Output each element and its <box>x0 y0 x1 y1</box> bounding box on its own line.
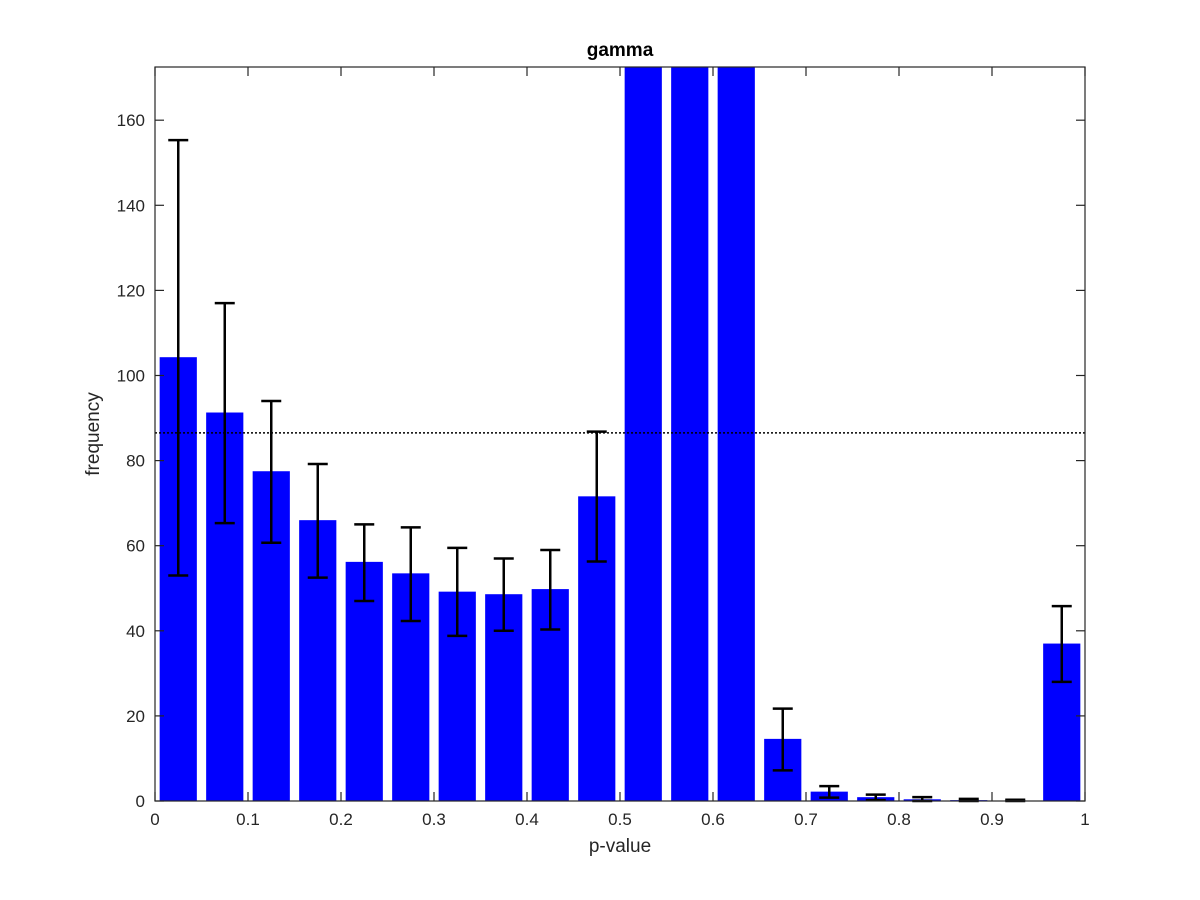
error-bar-5 <box>354 523 375 603</box>
error-bar-8 <box>493 557 514 633</box>
chart-title: gamma <box>587 40 654 61</box>
x-tick-label: 0.6 <box>701 810 725 829</box>
x-tick-label: 0.7 <box>794 810 818 829</box>
error-bar-6 <box>400 526 421 623</box>
y-tick-label: 80 <box>126 452 145 471</box>
y-tick-label: 0 <box>136 792 145 811</box>
y-tick-label: 160 <box>117 111 145 130</box>
y-tick-label: 20 <box>126 707 145 726</box>
x-tick-label: 0.9 <box>980 810 1004 829</box>
error-bar-20 <box>1051 604 1072 684</box>
y-tick-label: 120 <box>117 281 145 300</box>
error-bar-3 <box>261 399 282 544</box>
error-bar-16 <box>865 793 886 802</box>
x-tick-label: 0.5 <box>608 810 632 829</box>
bar-13 <box>717 67 755 801</box>
error-bar-15 <box>819 784 840 799</box>
y-tick-label: 60 <box>126 537 145 556</box>
error-bar-9 <box>540 548 561 631</box>
error-bar-14 <box>772 707 793 772</box>
error-bar-4 <box>307 462 328 579</box>
y-tick-label: 140 <box>117 196 145 215</box>
y-tick-label: 100 <box>117 366 145 385</box>
error-bar-7 <box>447 546 468 638</box>
x-tick-label: 0.8 <box>887 810 911 829</box>
x-tick-label: 0.1 <box>236 810 260 829</box>
bar-12 <box>671 67 709 801</box>
x-tick-label: 0.2 <box>329 810 353 829</box>
x-axis-label: p-value <box>589 836 651 857</box>
x-tick-label: 1 <box>1080 810 1089 829</box>
bar-11 <box>624 67 662 801</box>
y-tick-label: 40 <box>126 622 145 641</box>
error-bar-1 <box>168 138 189 577</box>
error-bar-2 <box>214 301 235 525</box>
x-tick-label: 0.4 <box>515 810 539 829</box>
x-tick-label: 0.3 <box>422 810 446 829</box>
x-tick-label: 0 <box>150 810 159 829</box>
y-axis-label: frequency <box>83 392 104 476</box>
plot-area: 0 0.1 0.2 0.3 0.4 0.5 0.6 0.7 0.8 0.9 1 0 20 40 60 80 10… <box>117 66 1090 829</box>
error-bar-10 <box>586 430 607 563</box>
